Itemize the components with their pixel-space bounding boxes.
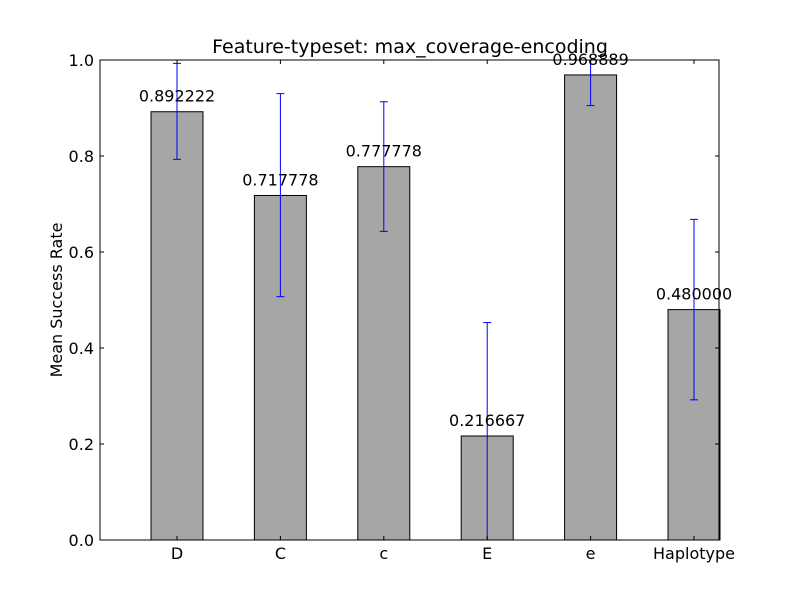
- plot-layer: [150, 59, 721, 541]
- chart-title: Feature-typeset: max_coverage-encoding: [212, 36, 608, 58]
- data-label-C: 0.717778: [242, 170, 318, 189]
- bar-e: [564, 74, 618, 541]
- data-label-e: 0.968889: [552, 50, 628, 69]
- y-tick-label: 0.4: [69, 339, 94, 358]
- y-tick-label: 0.2: [69, 435, 94, 454]
- y-tick-label: 1.0: [69, 51, 94, 70]
- x-tick-label-e: e: [586, 544, 596, 563]
- x-tick-label-Haplotype: Haplotype: [653, 544, 735, 563]
- data-label-D: 0.892222: [139, 87, 215, 106]
- data-label-c: 0.777778: [346, 142, 422, 161]
- y-tick-label: 0.6: [69, 243, 94, 262]
- x-tick-label-E: E: [482, 544, 492, 563]
- data-label-E: 0.216667: [449, 411, 525, 430]
- y-tick-label: 0.8: [69, 147, 94, 166]
- x-tick-label-D: D: [171, 544, 183, 563]
- x-tick-label-C: C: [275, 544, 286, 563]
- y-tick-label: 0.0: [69, 531, 94, 550]
- y-axis-label: Mean Success Rate: [47, 223, 66, 378]
- x-tick-label-c: c: [379, 544, 388, 563]
- ticks-layer: [100, 59, 719, 541]
- data-label-Haplotype: 0.480000: [656, 285, 732, 304]
- axes-frame: [99, 59, 720, 541]
- bar-D: [150, 111, 204, 541]
- labels-layer: 0.892222 0.717778 0.777778 0.216667 0.968889…: [69, 50, 735, 563]
